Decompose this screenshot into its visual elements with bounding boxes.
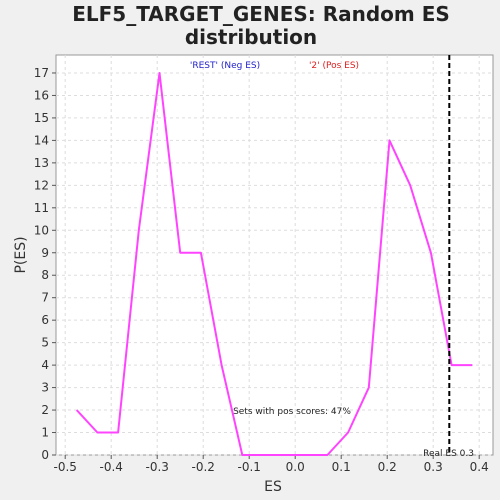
x-tick-label: -0.5 (53, 460, 76, 474)
y-tick-label: 7 (41, 291, 49, 305)
y-tick-label: 13 (34, 156, 49, 170)
y-tick-label: 6 (41, 313, 49, 327)
y-tick-label: 11 (34, 201, 49, 215)
x-tick-label: 0.3 (424, 460, 443, 474)
y-tick-label: 12 (34, 178, 49, 192)
x-tick-label: -0.3 (145, 460, 168, 474)
y-tick-label: 9 (41, 246, 49, 260)
y-tick-label: 1 (41, 426, 49, 440)
x-tick-label: 0.2 (378, 460, 397, 474)
y-tick-label: 16 (34, 88, 49, 102)
y-tick-label: 4 (41, 358, 49, 372)
chart-title-line1: ELF5_TARGET_GENES: Random ES (72, 2, 450, 26)
y-tick-label: 17 (34, 66, 49, 80)
y-tick-label: 0 (41, 448, 49, 462)
x-tick-label: 0.1 (332, 460, 351, 474)
x-tick-label: 0.4 (470, 460, 489, 474)
x-tick-label: -0.2 (191, 460, 214, 474)
y-tick-label: 3 (41, 381, 49, 395)
pos-scores-annotation: Sets with pos scores: 47% (233, 407, 351, 417)
chart-title-line2: distribution (185, 25, 317, 49)
real-es-label: Real ES 0.3 (423, 449, 474, 459)
x-tick-label: -0.4 (99, 460, 122, 474)
y-tick-label: 15 (34, 111, 49, 125)
legend-pos-label: '2' (Pos ES) (309, 61, 359, 71)
y-tick-label: 5 (41, 336, 49, 350)
y-axis-label: P(ES) (13, 236, 29, 273)
y-tick-label: 2 (41, 403, 49, 417)
y-tick-label: 10 (34, 223, 49, 237)
x-tick-label: -0.1 (237, 460, 260, 474)
legend-neg-label: 'REST' (Neg ES) (190, 61, 260, 71)
y-tick-label: 8 (41, 268, 49, 282)
x-tick-label: 0.0 (286, 460, 305, 474)
x-axis-label: ES (264, 479, 282, 495)
y-tick-label: 14 (34, 133, 49, 147)
